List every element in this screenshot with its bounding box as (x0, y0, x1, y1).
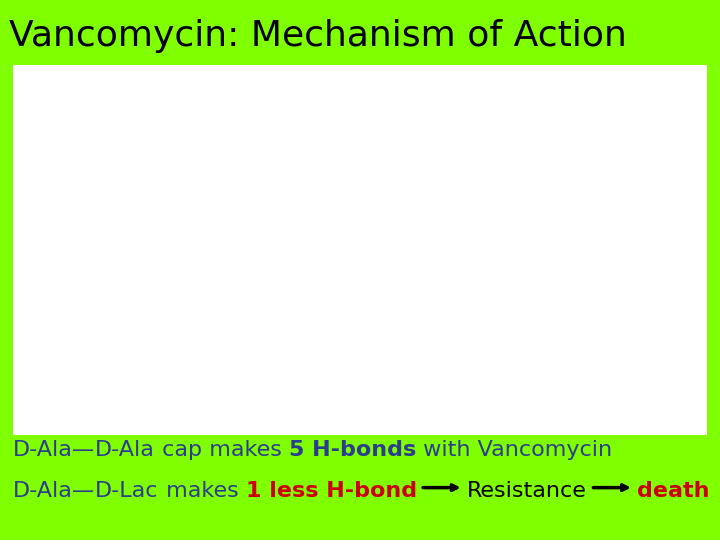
Text: D-Ala: D-Ala (95, 440, 155, 460)
Text: Vancomycin: Mechanism of Action: Vancomycin: Mechanism of Action (9, 19, 626, 53)
Text: 1 less H-bond: 1 less H-bond (246, 481, 417, 501)
Text: D-Lac: D-Lac (95, 481, 158, 501)
Text: with Vancomycin: with Vancomycin (416, 440, 613, 460)
Text: D-Ala—: D-Ala— (13, 440, 95, 460)
Bar (13, 65, 707, 435)
Text: D-Ala—: D-Ala— (13, 481, 95, 501)
Text: death: death (637, 481, 710, 501)
Text: Resistance: Resistance (467, 481, 587, 501)
Text: makes: makes (158, 481, 246, 501)
Text: cap makes: cap makes (155, 440, 289, 460)
Text: 5 H-bonds: 5 H-bonds (289, 440, 416, 460)
